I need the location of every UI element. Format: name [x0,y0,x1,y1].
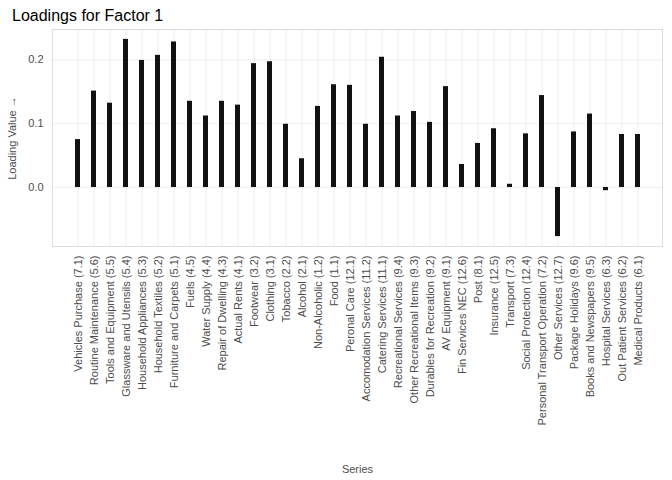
svg-text:Food (1.1): Food (1.1) [328,256,340,307]
svg-text:Catering Services (11.1): Catering Services (11.1) [376,256,388,374]
svg-text:Out Patient Services (6.2): Out Patient Services (6.2) [616,256,628,382]
svg-text:Actual Rents (4.1): Actual Rents (4.1) [232,256,244,344]
svg-text:Footwear (3.2): Footwear (3.2) [248,256,260,328]
svg-text:Water Supply (4.4): Water Supply (4.4) [200,256,212,347]
svg-text:Loading Value →: Loading Value → [6,96,18,180]
svg-text:Series: Series [342,463,374,475]
svg-text:Peronal Care (12.1): Peronal Care (12.1) [344,256,356,353]
svg-text:Other Services (12.7): Other Services (12.7) [552,256,564,361]
svg-text:Books and Newspapers (9.5): Books and Newspapers (9.5) [584,256,596,398]
svg-text:Clothing (3.1): Clothing (3.1) [264,256,276,322]
svg-text:Fin Services NEC (12.6): Fin Services NEC (12.6) [456,256,468,375]
svg-text:Fuels (4.5): Fuels (4.5) [184,256,196,309]
svg-text:Hospital Services (6.3): Hospital Services (6.3) [600,256,612,367]
svg-text:Routine Maintenance (5.6): Routine Maintenance (5.6) [88,256,100,386]
svg-text:Repair of Dwelling (4.3): Repair of Dwelling (4.3) [216,256,228,371]
svg-text:0.1: 0.1 [28,117,43,129]
svg-text:Personal Transport Operation (: Personal Transport Operation (7.2) [536,256,548,426]
html-text:Loadings for Factor 1: Loadings for Factor 1 [12,7,164,24]
svg-text:0.0: 0.0 [28,181,43,193]
svg-text:Recreational Services (9.4): Recreational Services (9.4) [392,256,404,389]
svg-text:0.2: 0.2 [28,53,43,65]
svg-text:Household Textiles (5.2): Household Textiles (5.2) [152,256,164,374]
svg-text:Medical Products (6.1): Medical Products (6.1) [632,256,644,366]
svg-text:Post (8.1): Post (8.1) [472,256,484,304]
svg-text:Alcohol (2.1): Alcohol (2.1) [296,256,308,318]
svg-text:Durables for Recreation (9.2): Durables for Recreation (9.2) [424,256,436,398]
svg-text:Furniture and Carpets (5.1): Furniture and Carpets (5.1) [168,256,180,389]
svg-text:Transport (7.3): Transport (7.3) [504,256,516,328]
svg-text:Vehicles Purchase (7.1): Vehicles Purchase (7.1) [72,256,84,372]
svg-text:Household Appliances (5.3): Household Appliances (5.3) [136,256,148,391]
svg-text:Tools and Equipment (5.5): Tools and Equipment (5.5) [104,256,116,384]
svg-text:Package Holidays (9.6): Package Holidays (9.6) [568,256,580,370]
svg-text:Tobacco (2.2): Tobacco (2.2) [280,256,292,323]
svg-text:Glassware and Utensils (5.4): Glassware and Utensils (5.4) [120,256,132,397]
svg-text:Accomodation Services (11.2): Accomodation Services (11.2) [360,256,372,402]
svg-text:Non-Alcoholic (1.2): Non-Alcoholic (1.2) [312,256,324,350]
svg-text:AV Equipment (9.1): AV Equipment (9.1) [440,256,452,351]
svg-text:Social Protection (12.4): Social Protection (12.4) [520,256,532,370]
svg-text:Other Recreational Items (9.3): Other Recreational Items (9.3) [408,256,420,404]
svg-text:Insurance (12.5): Insurance (12.5) [488,256,500,336]
